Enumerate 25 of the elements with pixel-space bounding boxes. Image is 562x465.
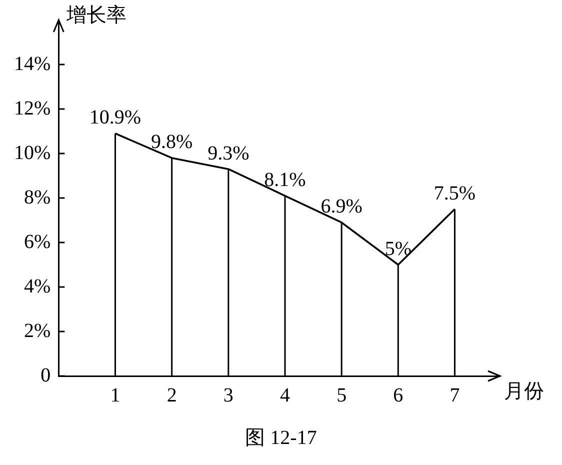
data-label: 9.8%	[150, 131, 193, 154]
caption: 图 12-17	[244, 426, 318, 451]
y-tick-label: 4%	[24, 275, 51, 298]
data-label: 5%	[384, 238, 412, 260]
y-tick-label: 14%	[14, 52, 51, 75]
y-tick-label: 6%	[24, 230, 51, 253]
y-tick-label: 12%	[14, 97, 51, 120]
y-axis-title: 增长率	[66, 4, 127, 26]
x-tick-label: 2	[166, 384, 177, 406]
x-tick-label: 5	[336, 384, 347, 406]
x-tick-label: 7	[450, 384, 460, 406]
x-tick-label: 3	[223, 384, 234, 406]
data-label: 6.9%	[320, 196, 362, 218]
y-tick-label: 0	[40, 364, 51, 386]
data-label: 7.5%	[434, 182, 476, 204]
data-label: 9.3%	[208, 142, 250, 164]
data-label: 10.9%	[89, 106, 142, 129]
y-tick-label: 2%	[24, 320, 51, 342]
data-label: 8.1%	[264, 169, 306, 192]
x-tick-label: 4	[280, 384, 290, 406]
x-axis-title: 月份	[504, 380, 544, 402]
x-tick-label: 1	[110, 384, 120, 406]
x-tick-label: 6	[393, 384, 404, 406]
y-tick-label: 8%	[24, 186, 51, 208]
y-tick-label: 10%	[14, 142, 51, 164]
